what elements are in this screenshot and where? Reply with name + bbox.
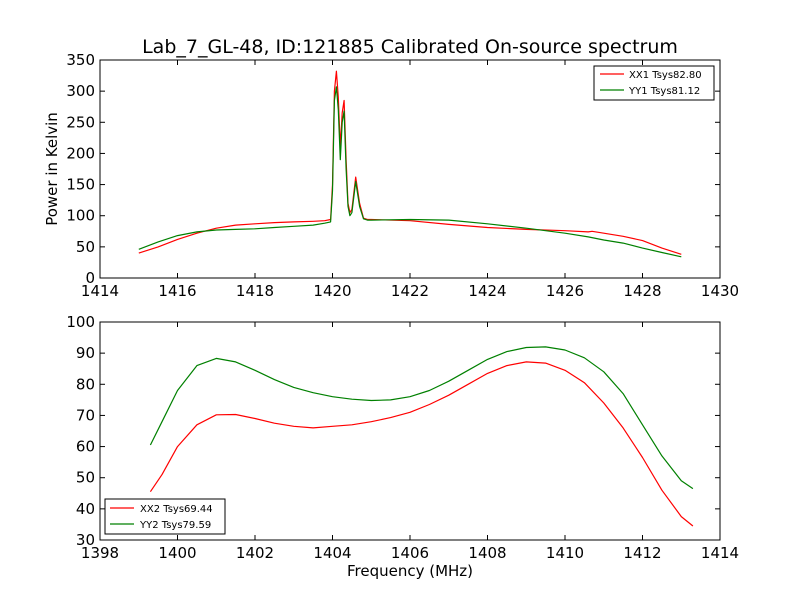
top-legend-box: [593, 65, 715, 101]
top-x-tick-label: 1420: [313, 282, 351, 300]
bottom-tick-layer: 1398 1400 1402 1404 1406 1408 1410 1412 1414 30 40…: [66, 313, 739, 562]
top-y-tick-label: 150: [66, 176, 95, 194]
bottom-x-tick-label: 1404: [313, 544, 351, 562]
top-x-tick-label: 1428: [623, 282, 661, 300]
bottom-x-tick-label: 1410: [546, 544, 584, 562]
bottom-legend-box: [104, 498, 226, 535]
top-y-tick-label: 350: [66, 51, 95, 69]
top-y-tick-label: 0: [85, 269, 95, 287]
top-x-tick-label: 1414: [81, 282, 119, 300]
bottom-series-line-1: [149, 361, 694, 527]
top-y-tick-label: 50: [76, 238, 95, 256]
bottom-y-tick-label: 40: [76, 500, 95, 518]
legend-label-xx1: XX1 Tsys82.80: [629, 70, 702, 81]
top-tick-layer: 1414 1416 1418 1420 1422 1424 1426 1428 1430 0 50 1…: [66, 51, 739, 300]
legend-label-xx2: XX2 Tsys69.44: [140, 504, 213, 515]
top-series-layer: [138, 70, 682, 258]
top-series-line-2: [138, 86, 682, 258]
bottom-y-tick-label: 50: [76, 469, 95, 487]
bottom-series-layer: [149, 346, 694, 527]
top-x-tick-label: 1424: [468, 282, 506, 300]
top-x-tick-label: 1430: [701, 282, 739, 300]
legend-label-yy2: YY2 Tsys79.59: [139, 520, 211, 531]
legend-label-yy1: YY1 Tsys81.12: [628, 86, 700, 97]
bottom-x-tick-label: 1408: [468, 544, 506, 562]
bottom-panel: 1398 1400 1402 1404 1406 1408 1410 1412 1414 30 40…: [66, 313, 739, 562]
top-panel: 1414 1416 1418 1420 1422 1424 1426 1428 1430 0 50 1…: [43, 51, 739, 300]
bottom-x-tick-label: 1406: [391, 544, 429, 562]
bottom-x-tick-label: 1398: [81, 544, 119, 562]
top-y-tick-label: 100: [66, 207, 95, 225]
top-legend: XX1 Tsys82.80 YY1 Tsys81.12: [593, 65, 715, 101]
bottom-legend: XX2 Tsys69.44 YY2 Tsys79.59: [104, 498, 226, 535]
bottom-y-tick-label: 70: [76, 406, 95, 424]
top-y-tick-label: 200: [66, 144, 95, 162]
x-axis-label: Frequency (MHz): [347, 562, 473, 580]
top-x-tick-label: 1426: [546, 282, 584, 300]
bottom-y-tick-label: 90: [76, 344, 95, 362]
bottom-x-tick-label: 1412: [623, 544, 661, 562]
bottom-x-tick-label: 1400: [158, 544, 196, 562]
bottom-y-tick-label: 100: [66, 313, 95, 331]
top-x-tick-label: 1416: [158, 282, 196, 300]
bottom-y-tick-label: 80: [76, 375, 95, 393]
top-y-tick-label: 250: [66, 113, 95, 131]
top-y-tick-label: 300: [66, 82, 95, 100]
bottom-x-tick-label: 1402: [236, 544, 274, 562]
top-x-tick-label: 1422: [391, 282, 429, 300]
bottom-series-line-2: [149, 346, 694, 490]
bottom-y-tick-label: 30: [76, 531, 95, 549]
top-y-axis-label: Power in Kelvin: [43, 112, 61, 226]
bottom-y-tick-label: 60: [76, 438, 95, 456]
top-x-tick-label: 1418: [236, 282, 274, 300]
chart-title: Lab_7_GL-48, ID:121885 Calibrated On-sou…: [142, 36, 678, 58]
bottom-x-tick-label: 1414: [701, 544, 739, 562]
